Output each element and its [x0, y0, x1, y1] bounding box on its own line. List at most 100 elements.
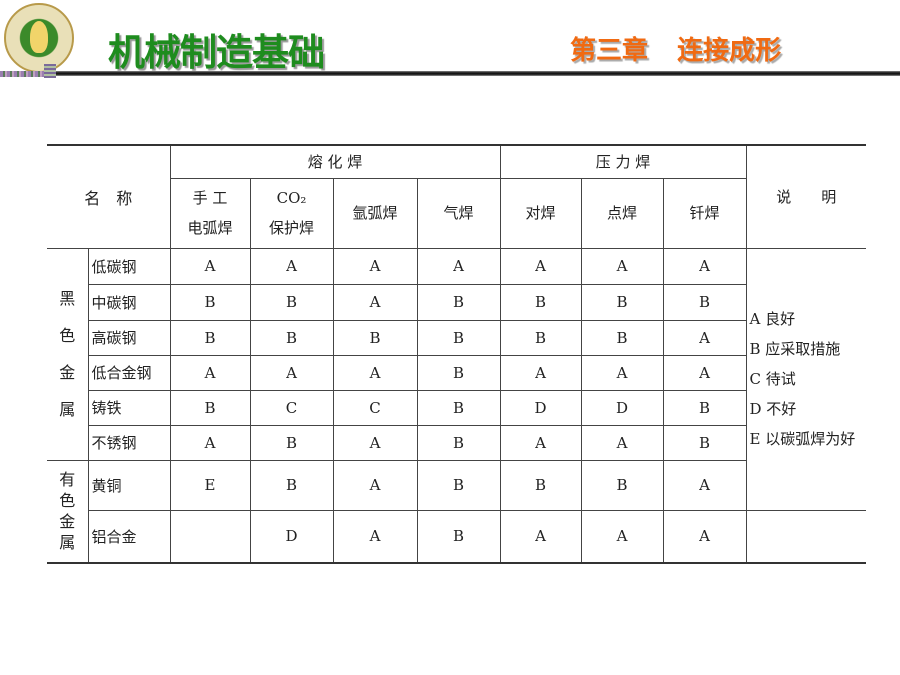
- column-header: 钎焊: [662, 177, 747, 249]
- category-cell: 有 色 金 属: [47, 459, 89, 564]
- chapter-number: 第三章: [570, 36, 649, 66]
- material-name: 铝合金: [87, 509, 171, 564]
- rating-cell: B: [249, 459, 334, 511]
- rating-cell: A: [249, 247, 334, 285]
- decorative-bar: [0, 71, 44, 77]
- column-header: 对焊: [499, 177, 582, 249]
- rating-cell: B: [332, 319, 418, 356]
- material-name: 高碳钢: [87, 319, 171, 356]
- rating-cell: B: [499, 283, 582, 321]
- table-row: 中碳钢 B B A B B B B: [47, 283, 866, 321]
- rating-cell: B: [416, 459, 501, 511]
- rating-cell: D: [249, 509, 334, 564]
- legend-item: B 应采取措施: [749, 340, 841, 358]
- rating-cell: A: [580, 354, 664, 391]
- rating-cell: B: [169, 283, 251, 321]
- rating-cell: B: [169, 389, 251, 426]
- table-row: 铝合金 D A B A A A: [47, 509, 866, 564]
- rating-cell: B: [416, 424, 501, 461]
- category-cell: 黑 色 金 属: [47, 247, 89, 461]
- rating-cell: A: [249, 354, 334, 391]
- column-header: 气焊: [416, 177, 501, 249]
- fusion-welding-header: 熔 化 焊: [169, 144, 501, 179]
- legend-cell: A 良好 B 应采取措施 C 待试 D 不好 E 以碳弧焊为好: [745, 247, 866, 511]
- rating-cell: A: [332, 283, 418, 321]
- material-name: 低碳钢: [87, 247, 171, 285]
- rating-cell: B: [249, 424, 334, 461]
- column-header: 点焊: [580, 177, 664, 249]
- material-name: 铸铁: [87, 389, 171, 426]
- rating-cell: C: [249, 389, 334, 426]
- weldability-table: 名 称 熔 化 焊 压 力 焊 说 明 手 工 电弧焊 CO₂ 保护焊 氩弧焊 气焊对…: [47, 144, 866, 564]
- rating-cell: A: [332, 509, 418, 564]
- pressure-welding-header: 压 力 焊: [499, 144, 747, 179]
- rating-cell: A: [332, 459, 418, 511]
- rating-cell: A: [499, 354, 582, 391]
- rating-cell: A: [580, 509, 664, 564]
- column-header: 氩弧焊: [332, 177, 418, 249]
- rating-cell: B: [580, 459, 664, 511]
- rating-cell: B: [416, 354, 501, 391]
- rating-cell: B: [662, 389, 747, 426]
- wheat-icon: [30, 21, 48, 53]
- rating-cell: A: [662, 319, 747, 356]
- legend-item: E 以碳弧焊为好: [749, 430, 856, 448]
- rating-cell: B: [416, 509, 501, 564]
- rating-cell: A: [580, 424, 664, 461]
- rating-cell: B: [416, 283, 501, 321]
- column-header: CO₂ 保护焊: [249, 177, 334, 249]
- rating-cell: A: [332, 247, 418, 285]
- chapter-title: 连接成形: [677, 36, 782, 66]
- legend-item: D 不好: [749, 400, 797, 418]
- legend-item: A 良好: [749, 310, 796, 328]
- rating-cell: A: [662, 509, 747, 564]
- rating-cell: C: [332, 389, 418, 426]
- rating-cell: A: [662, 247, 747, 285]
- rating-cell: D: [499, 389, 582, 426]
- rating-cell: A: [662, 354, 747, 391]
- rating-cell: [169, 509, 251, 564]
- rating-cell: E: [169, 459, 251, 511]
- rating-cell: B: [249, 319, 334, 356]
- rating-cell: B: [662, 424, 747, 461]
- rating-cell: B: [416, 389, 501, 426]
- course-title: 机械制造基础: [108, 31, 325, 74]
- rating-cell: B: [249, 283, 334, 321]
- table-row: 黑 色 金 属低碳钢 A A A A A A A A 良好 B 应采取措施 C 待试 D 不好 E 以碳…: [47, 247, 866, 511]
- note-header: 说 明: [745, 144, 866, 249]
- table-row: 有 色 金 属黄铜 E B A B B B A: [47, 459, 866, 564]
- chapter-heading: 第三章 连接成形: [570, 30, 781, 67]
- material-name: 不锈钢: [87, 424, 171, 461]
- table-row: 低合金钢 A A A B A A A: [47, 354, 866, 391]
- rating-cell: A: [499, 509, 582, 564]
- rating-cell: A: [169, 424, 251, 461]
- rating-cell: A: [416, 247, 501, 285]
- rating-cell: A: [499, 424, 582, 461]
- table-row: 不锈钢 A B A B A A B: [47, 424, 866, 461]
- column-header: 手 工 电弧焊: [169, 177, 251, 249]
- rating-cell: B: [169, 319, 251, 356]
- decorative-block: [44, 64, 56, 78]
- rating-cell: A: [662, 459, 747, 511]
- rating-cell: B: [662, 283, 747, 321]
- rating-cell: B: [416, 319, 501, 356]
- name-header: 名 称: [47, 144, 171, 249]
- material-name: 中碳钢: [87, 283, 171, 321]
- rating-cell: A: [332, 424, 418, 461]
- material-name: 低合金钢: [87, 354, 171, 391]
- table-row: 高碳钢 B B B B B B A: [47, 319, 866, 356]
- rating-cell: A: [499, 247, 582, 285]
- rating-cell: A: [580, 247, 664, 285]
- rating-cell: D: [580, 389, 664, 426]
- header-divider: [56, 71, 900, 76]
- empty-note-cell: [745, 509, 866, 564]
- rating-cell: B: [499, 459, 582, 511]
- rating-cell: A: [169, 354, 251, 391]
- rating-cell: A: [169, 247, 251, 285]
- university-logo: [4, 3, 74, 73]
- rating-cell: B: [580, 319, 664, 356]
- rating-cell: B: [580, 283, 664, 321]
- rating-cell: A: [332, 354, 418, 391]
- material-name: 黄铜: [87, 459, 171, 511]
- legend-item: C 待试: [749, 370, 796, 388]
